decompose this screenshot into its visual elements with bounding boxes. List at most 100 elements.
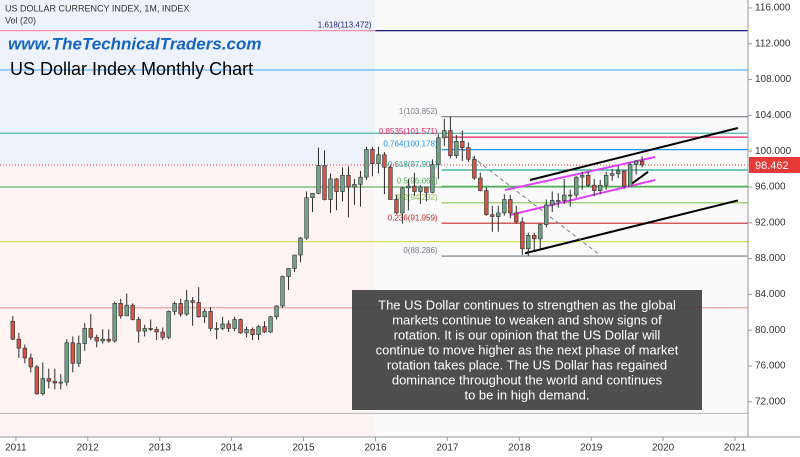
candle-body (106, 338, 111, 342)
candle-body (142, 328, 147, 332)
annotation-line: dominance throughout the world and conti… (392, 372, 663, 387)
candle-body (220, 323, 225, 329)
candle-body (124, 304, 129, 317)
candle-body (358, 176, 363, 185)
candle-body (604, 175, 609, 186)
candle-body (448, 130, 453, 156)
axes: 72.000 76.000 80.000 84.000 88.000 92.000 96.0… (5, 3, 800, 454)
candle-body (430, 164, 435, 193)
candle-body (550, 200, 555, 206)
level-label: 0(88.286) (403, 246, 438, 255)
y-tick-label: 84.000 (755, 289, 786, 300)
candle-body (160, 331, 165, 338)
candle-body (592, 184, 597, 191)
candle-body (136, 319, 141, 332)
candle-body (34, 366, 39, 395)
candle-body (178, 303, 183, 315)
candle-body (454, 141, 459, 156)
candle-body (22, 347, 27, 359)
candle-body (298, 237, 303, 256)
candle-body (412, 185, 417, 192)
candle-body (76, 343, 81, 364)
annotation: The US Dollar continues to strengthen as… (376, 297, 679, 402)
candle-body (616, 170, 621, 174)
candle-body (232, 319, 237, 329)
candle-body (460, 141, 465, 148)
level-label: 0.764(100.178) (383, 140, 438, 149)
candle-body (268, 316, 273, 333)
x-tick-label: 2019 (580, 443, 603, 454)
candle-body (250, 329, 255, 335)
levels: 1.618(113.472) 1(103.852) 0.8535(101.571) 0… (0, 21, 748, 415)
website: www.TheTechnicalTraders.com (8, 34, 262, 53)
candle-body (118, 303, 123, 317)
y-tick-label: 100.000 (755, 146, 792, 157)
candle-body (214, 328, 219, 330)
level-label: 0.5(96.069) (397, 176, 438, 185)
candle-body (244, 329, 249, 334)
candle-body (406, 185, 411, 189)
y-tick-label: 112.000 (755, 38, 791, 49)
candle-body (40, 378, 45, 395)
x-tick-label: 2011 (5, 443, 27, 454)
candle-body (370, 149, 375, 165)
candle-body (634, 160, 639, 165)
level-label: 0.236(91.959) (388, 213, 438, 222)
candle-body (580, 175, 585, 178)
candle-body (514, 212, 519, 223)
level-label: 1.618(113.472) (318, 21, 372, 30)
level-label: 1(103.852) (399, 107, 438, 116)
x-tick-label: 2020 (652, 443, 675, 454)
candle-body (352, 184, 357, 188)
candle-body (328, 178, 333, 200)
candle-body (172, 303, 177, 312)
y-tick-label: 80.000 (755, 325, 786, 336)
candle-body (64, 342, 69, 383)
y-tick-label: 76.000 (755, 361, 786, 372)
y-tick-label: 88.000 (755, 253, 786, 264)
candle-body (16, 338, 22, 349)
candle-body (484, 190, 489, 216)
candle-body (286, 268, 291, 277)
candle-body (442, 130, 447, 139)
candle-body (166, 311, 171, 338)
candle-body (466, 147, 471, 160)
x-tick-label: 2018 (508, 443, 531, 454)
candle-body (388, 166, 393, 200)
last-price-box (749, 156, 800, 173)
candle-body (508, 199, 513, 214)
candle-body (88, 328, 93, 338)
last-price-label: 98.462 (755, 160, 789, 172)
candle-body (274, 305, 279, 318)
y-tick-label: 116.000 (755, 3, 791, 14)
candle-body (334, 178, 339, 192)
candle-body (628, 164, 633, 187)
candle-body (70, 342, 75, 364)
level-label: 0.8535(101.571) (379, 127, 438, 136)
candle-body (639, 160, 645, 166)
candle-body (184, 300, 189, 315)
candle-body (202, 311, 207, 318)
x-tick-label: 2014 (220, 443, 243, 454)
candle-body (610, 173, 615, 176)
candle-body (538, 224, 543, 240)
y-tick-label: 72.000 (755, 396, 786, 407)
x-tick-label: 2021 (724, 443, 747, 454)
annotation-line: to be in high demand. (464, 387, 589, 402)
candle-body (574, 176, 579, 196)
candle-body (226, 323, 231, 329)
candle-body (382, 154, 387, 168)
trendline (524, 199, 739, 255)
candle-body (376, 154, 381, 165)
x-axis-panel (0, 437, 748, 457)
trendline (504, 156, 656, 192)
candle-body (562, 194, 567, 201)
candle-body (568, 194, 573, 197)
annotation-box (352, 290, 702, 410)
candle-body (238, 319, 243, 334)
trendline (529, 127, 739, 181)
candle-body (472, 158, 477, 179)
candle-body (148, 328, 153, 330)
y-tick-label: 104.000 (755, 110, 792, 121)
